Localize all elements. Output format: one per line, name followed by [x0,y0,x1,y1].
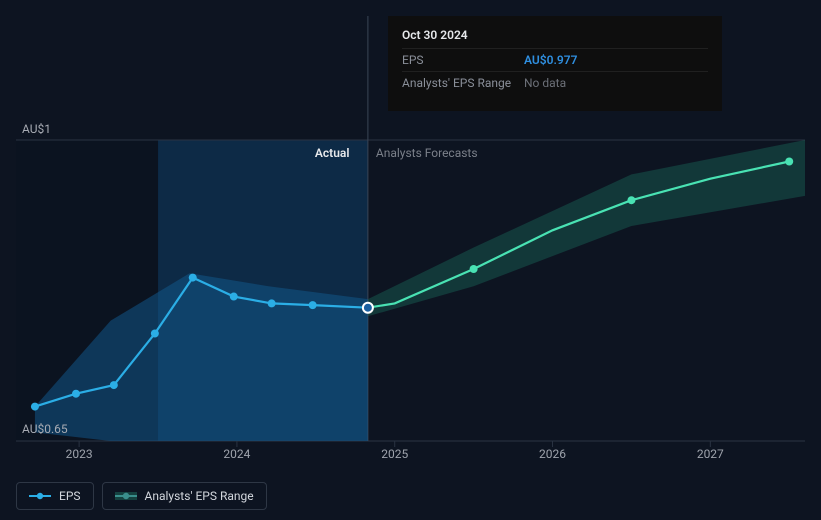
tooltip-eps-value: AU$0.977 [524,51,577,70]
legend-item[interactable]: Analysts' EPS Range [102,482,267,510]
hover-tooltip: Oct 30 2024 EPS AU$0.977 Analysts' EPS R… [388,16,722,111]
eps-actual-point[interactable] [151,330,159,338]
eps-actual-point[interactable] [110,381,118,389]
y-axis-bottom-label: AU$0.65 [22,422,68,436]
eps-forecast-point[interactable] [627,196,635,204]
eps-forecast-point[interactable] [470,265,478,273]
eps-forecast-point[interactable] [785,158,793,166]
section-label-actual: Actual [315,146,350,160]
tooltip-eps-label: EPS [402,51,514,70]
x-axis-tick-label: 2026 [539,447,566,461]
analysts-range-forecast-area [368,140,805,316]
eps-actual-point[interactable] [31,403,39,411]
tooltip-range-label: Analysts' EPS Range [402,74,514,93]
tooltip-date: Oct 30 2024 [402,26,708,45]
x-axis-tick-label: 2025 [381,447,408,461]
eps-actual-point[interactable] [189,274,197,282]
legend-item[interactable]: EPS [16,482,94,510]
section-label-forecast: Analysts Forecasts [376,146,478,160]
eps-actual-point[interactable] [230,293,238,301]
highlight-point[interactable] [363,303,373,313]
tooltip-range-value: No data [524,74,566,93]
eps-actual-point[interactable] [72,390,80,398]
y-axis-top-label: AU$1 [22,122,51,136]
legend-label: EPS [59,489,81,503]
x-axis-tick-label: 2023 [66,447,93,461]
legend-swatch-icon [29,490,51,502]
eps-actual-point[interactable] [268,299,276,307]
x-axis-tick-label: 2024 [223,447,250,461]
legend-label: Analysts' EPS Range [145,489,254,503]
x-axis-tick-label: 2027 [697,447,724,461]
eps-chart: AU$1 AU$0.65 Actual Analysts Forecasts 2… [0,0,821,520]
chart-legend: EPS Analysts' EPS Range [16,482,267,510]
eps-actual-point[interactable] [309,301,317,309]
legend-swatch-icon [115,490,137,502]
